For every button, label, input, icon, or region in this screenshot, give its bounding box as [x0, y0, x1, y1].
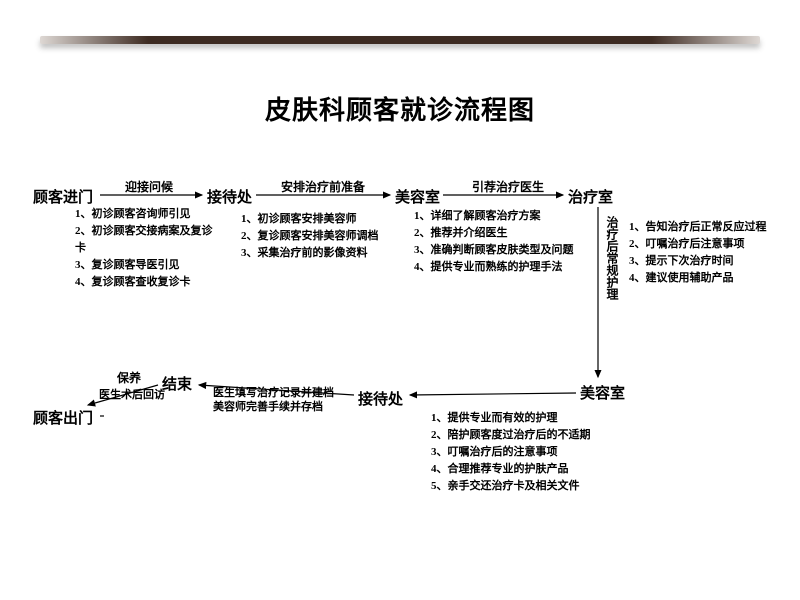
detail-line: 1、详细了解顾客治疗方案 — [414, 208, 584, 225]
detail-line: 4、建议使用辅助产品 — [629, 270, 789, 287]
detail-line: 3、提示下次治疗时间 — [629, 253, 789, 270]
detail-line: 3、复诊顾客导医引见 — [75, 257, 215, 274]
detail-line: 3、准确判断顾客皮肤类型及问题 — [414, 242, 584, 259]
detail-line: 1、初诊顾客咨询师引见 — [75, 206, 215, 223]
page-title: 皮肤科顾客就诊流程图 — [0, 90, 800, 127]
edge-sub-beautician-file: 美容师完善手续并存档 — [213, 398, 323, 414]
node-customer-exit: 顾客出门 — [33, 407, 93, 428]
details-post-treatment: 1、告知治疗后正常反应过程 2、叮嘱治疗后注意事项 3、提示下次治疗时间 4、建… — [629, 219, 789, 287]
node-customer-enter: 顾客进门 — [33, 186, 93, 207]
node-beauty-room-2: 美容室 — [580, 382, 625, 403]
edge-label-maintenance: 保养 — [117, 369, 141, 386]
details-preparation: 1、初诊顾客安排美容师 2、复诊顾客安排美容师调档 3、采集治疗前的影像资料 — [241, 211, 401, 262]
edge-label-preparation: 安排治疗前准备 — [281, 178, 365, 195]
details-nursing: 1、提供专业而有效的护理 2、陪护顾客度过治疗后的不适期 3、叮嘱治疗后的注意事… — [431, 410, 611, 495]
detail-line: 4、提供专业而熟练的护理手法 — [414, 259, 584, 276]
detail-line: 2、推荐并介绍医生 — [414, 225, 584, 242]
edge-label-post-treatment: 治疗后常规护理 — [604, 216, 621, 300]
decorative-top-bar — [40, 36, 760, 44]
details-greeting: 1、初诊顾客咨询师引见 2、初诊顾客交接病案及复诊卡 3、复诊顾客导医引见 4、… — [75, 206, 215, 291]
detail-line: 3、采集治疗前的影像资料 — [241, 245, 401, 262]
detail-line: 1、提供专业而有效的护理 — [431, 410, 611, 427]
node-beauty-room-1: 美容室 — [395, 186, 440, 207]
edge-label-refer-doctor: 引荐治疗医生 — [472, 178, 544, 195]
detail-line: 1、告知治疗后正常反应过程 — [629, 219, 789, 236]
detail-line: 2、叮嘱治疗后注意事项 — [629, 236, 789, 253]
node-reception-1: 接待处 — [207, 186, 252, 207]
detail-line: 4、复诊顾客查收复诊卡 — [75, 274, 215, 291]
node-reception-2: 接待处 — [358, 388, 403, 409]
detail-line: 2、初诊顾客交接病案及复诊卡 — [75, 223, 215, 257]
detail-line: 3、叮嘱治疗后的注意事项 — [431, 444, 611, 461]
detail-line: 5、亲手交还治疗卡及相关文件 — [431, 478, 611, 495]
detail-line: 2、陪护顾客度过治疗后的不适期 — [431, 427, 611, 444]
edge-sub-followup: 医生术后回访 — [99, 386, 165, 402]
detail-line: 4、合理推荐专业的护肤产品 — [431, 461, 611, 478]
detail-line: 1、初诊顾客安排美容师 — [241, 211, 401, 228]
detail-line: 2、复诊顾客安排美容师调档 — [241, 228, 401, 245]
details-refer-doctor: 1、详细了解顾客治疗方案 2、推荐并介绍医生 3、准确判断顾客皮肤类型及问题 4… — [414, 208, 584, 276]
node-end: 结束 — [162, 373, 192, 394]
node-treatment-room: 治疗室 — [568, 186, 613, 207]
edge-label-greeting: 迎接问候 — [125, 178, 173, 195]
